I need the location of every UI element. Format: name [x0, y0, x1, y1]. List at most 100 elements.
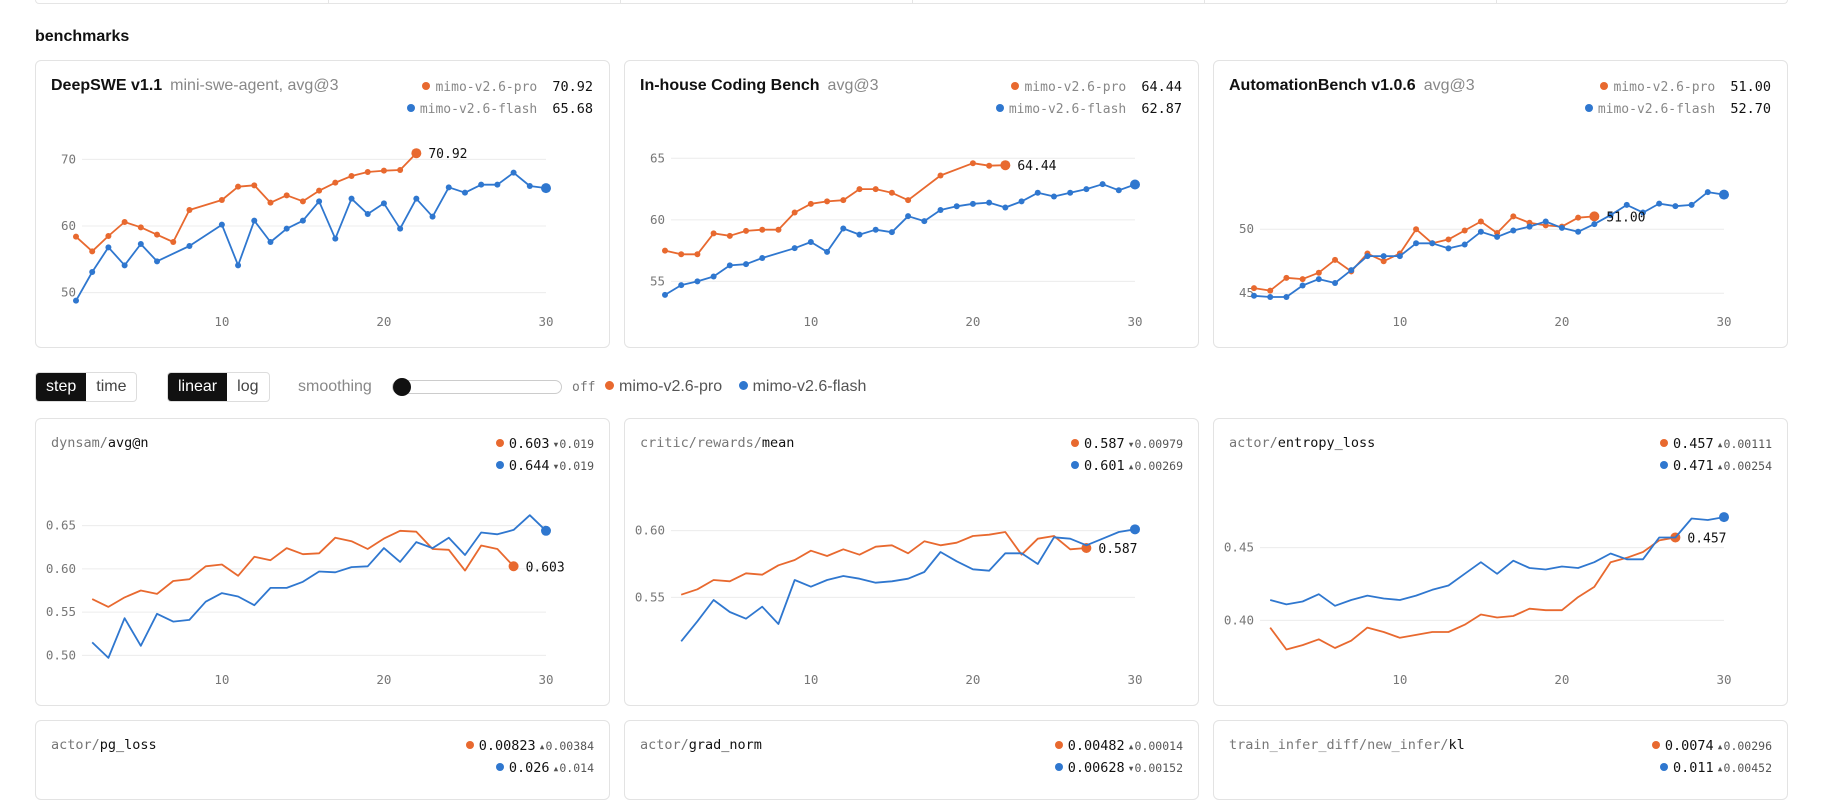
- data-point[interactable]: [510, 169, 517, 176]
- data-point[interactable]: [1445, 236, 1452, 243]
- data-point[interactable]: [1115, 187, 1122, 194]
- series-end-point[interactable]: [1130, 179, 1140, 190]
- data-point[interactable]: [348, 195, 355, 202]
- data-point[interactable]: [121, 219, 128, 225]
- data-point[interactable]: [1429, 240, 1436, 247]
- data-point[interactable]: [494, 181, 501, 188]
- data-point[interactable]: [807, 239, 814, 245]
- series-end-point[interactable]: [1000, 160, 1011, 171]
- data-point[interactable]: [137, 241, 144, 247]
- data-point[interactable]: [1364, 253, 1371, 260]
- data-point[interactable]: [1704, 189, 1711, 196]
- data-point[interactable]: [1251, 285, 1257, 292]
- data-point[interactable]: [840, 197, 847, 204]
- data-point[interactable]: [1315, 276, 1322, 283]
- data-point[interactable]: [105, 244, 112, 251]
- data-point[interactable]: [986, 199, 993, 206]
- series-line-flash[interactable]: [1269, 516, 1725, 607]
- data-point[interactable]: [316, 187, 323, 194]
- series-end-point[interactable]: [1589, 211, 1600, 222]
- data-point[interactable]: [397, 167, 404, 173]
- data-point[interactable]: [969, 160, 976, 167]
- data-point[interactable]: [186, 243, 193, 249]
- data-point[interactable]: [137, 224, 144, 231]
- data-point[interactable]: [267, 199, 274, 206]
- x-option-time[interactable]: time: [96, 378, 127, 395]
- data-point[interactable]: [429, 213, 436, 220]
- data-point[interactable]: [759, 226, 766, 233]
- data-point[interactable]: [726, 232, 733, 239]
- data-point[interactable]: [824, 198, 831, 205]
- data-point[interactable]: [186, 207, 193, 213]
- data-point[interactable]: [154, 258, 161, 265]
- scale-option-linear[interactable]: linear: [168, 373, 228, 401]
- data-point[interactable]: [397, 225, 404, 232]
- data-point[interactable]: [678, 251, 685, 258]
- data-point[interactable]: [1380, 258, 1387, 265]
- data-point[interactable]: [1413, 240, 1420, 247]
- data-point[interactable]: [235, 262, 242, 269]
- data-point[interactable]: [89, 248, 96, 255]
- data-point[interactable]: [1623, 201, 1630, 208]
- data-point[interactable]: [1267, 287, 1274, 294]
- data-point[interactable]: [986, 162, 993, 169]
- data-point[interactable]: [953, 203, 960, 210]
- data-point[interactable]: [791, 209, 798, 216]
- data-point[interactable]: [791, 245, 798, 252]
- data-point[interactable]: [1299, 282, 1306, 289]
- data-point[interactable]: [445, 184, 452, 191]
- series-end-point[interactable]: [541, 525, 551, 536]
- data-point[interactable]: [413, 195, 420, 202]
- data-point[interactable]: [1688, 201, 1695, 208]
- chart-plot[interactable]: 45 50 10 20 30 51.00: [1214, 61, 1789, 349]
- data-point[interactable]: [662, 247, 668, 254]
- data-point[interactable]: [1510, 227, 1517, 234]
- legend-item-pro[interactable]: mimo-v2.6-pro: [605, 378, 722, 395]
- data-point[interactable]: [89, 269, 96, 275]
- chart-plot[interactable]: 0.50 0.55 0.60 0.65 10 20 30 0.603: [36, 419, 611, 707]
- data-point[interactable]: [348, 173, 355, 179]
- series-line-flash[interactable]: [680, 528, 1136, 642]
- data-point[interactable]: [856, 186, 863, 193]
- data-point[interactable]: [743, 227, 750, 234]
- x-option-step[interactable]: step: [36, 373, 87, 401]
- data-point[interactable]: [1083, 186, 1090, 193]
- data-point[interactable]: [1413, 226, 1420, 233]
- data-point[interactable]: [937, 207, 944, 213]
- data-point[interactable]: [1510, 213, 1517, 220]
- data-point[interactable]: [1526, 223, 1533, 230]
- chart-plot[interactable]: 0.40 0.45 10 20 30 0.457: [1214, 419, 1789, 707]
- data-point[interactable]: [73, 297, 79, 304]
- data-point[interactable]: [364, 211, 371, 217]
- data-point[interactable]: [364, 169, 371, 175]
- data-point[interactable]: [710, 273, 717, 280]
- data-point[interactable]: [1591, 221, 1598, 228]
- data-point[interactable]: [1396, 253, 1403, 260]
- data-point[interactable]: [678, 282, 685, 289]
- data-point[interactable]: [380, 167, 387, 174]
- data-point[interactable]: [824, 248, 831, 255]
- data-point[interactable]: [1575, 214, 1582, 221]
- series-end-point[interactable]: [508, 561, 519, 572]
- series-line-flash[interactable]: [664, 183, 1136, 296]
- data-point[interactable]: [461, 189, 468, 196]
- series-line-flash[interactable]: [91, 514, 547, 659]
- data-point[interactable]: [1656, 200, 1663, 207]
- series-end-point[interactable]: [1081, 543, 1092, 553]
- data-point[interactable]: [1267, 294, 1274, 301]
- data-point[interactable]: [1099, 181, 1106, 188]
- series-end-point[interactable]: [1719, 512, 1729, 523]
- data-point[interactable]: [726, 262, 733, 269]
- series-line-pro[interactable]: [91, 529, 515, 608]
- data-point[interactable]: [283, 192, 290, 199]
- series-line-flash[interactable]: [1253, 191, 1725, 298]
- smoothing-slider-handle[interactable]: [393, 378, 411, 396]
- series-line-pro[interactable]: [680, 531, 1087, 596]
- data-point[interactable]: [905, 213, 912, 220]
- data-point[interactable]: [1067, 189, 1074, 196]
- data-point[interactable]: [1315, 269, 1322, 276]
- data-point[interactable]: [1050, 193, 1057, 200]
- data-point[interactable]: [840, 225, 847, 232]
- data-point[interactable]: [1494, 233, 1501, 240]
- data-point[interactable]: [743, 261, 750, 268]
